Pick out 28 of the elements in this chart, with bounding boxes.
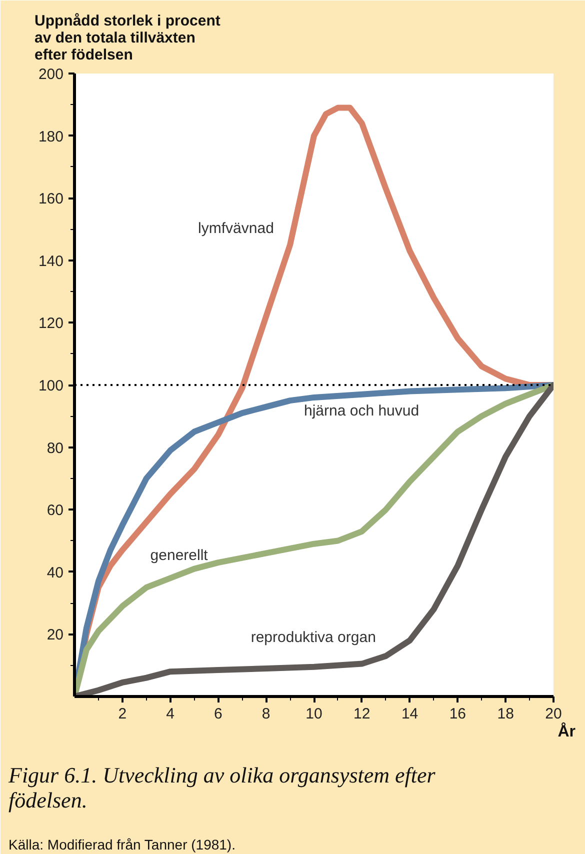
x-tick-label: 2 [118,706,127,722]
text: Källa: Modifierad från Tanner (1981). [8,836,236,852]
y-tick-label: 140 [38,252,64,270]
x-axis-title: År [558,722,576,740]
x-tick-label: 10 [306,706,322,722]
x-tick-label: 18 [497,706,514,722]
x-tick-label: 4 [166,706,174,722]
y-tick-label: 80 [46,440,64,457]
y-tick-label: 180 [38,128,64,146]
series-label: reproduktiva organ [250,629,376,646]
x-tick-label: 20 [545,706,562,722]
x-tick-label: 8 [262,706,270,722]
series-label: hjärna och huvud [304,402,420,420]
x-tick-label: 14 [401,706,418,722]
y-axis-title: Uppnådd storlek i procent av den totala tillväxten efter födelsen [34,12,220,64]
y-tick-label: 200 [38,66,64,83]
x-tick-label: 16 [449,706,466,722]
series-label: lymfvävnad [198,220,274,237]
y-tick-label: 120 [38,315,64,332]
y-tick-label: 60 [46,502,64,520]
y-tick-label: 40 [46,564,64,582]
x-tick-label: 12 [354,706,370,722]
series-label: generellt [150,547,209,564]
y-tick-label: 100 [38,378,64,394]
y-tick-label: 160 [38,190,64,208]
y-tick-label: 20 [46,626,64,644]
x-tick-label: 6 [214,706,222,722]
text: Figur 6.1. Utveckling av olika organsystem efter födelsen. [8,762,436,812]
